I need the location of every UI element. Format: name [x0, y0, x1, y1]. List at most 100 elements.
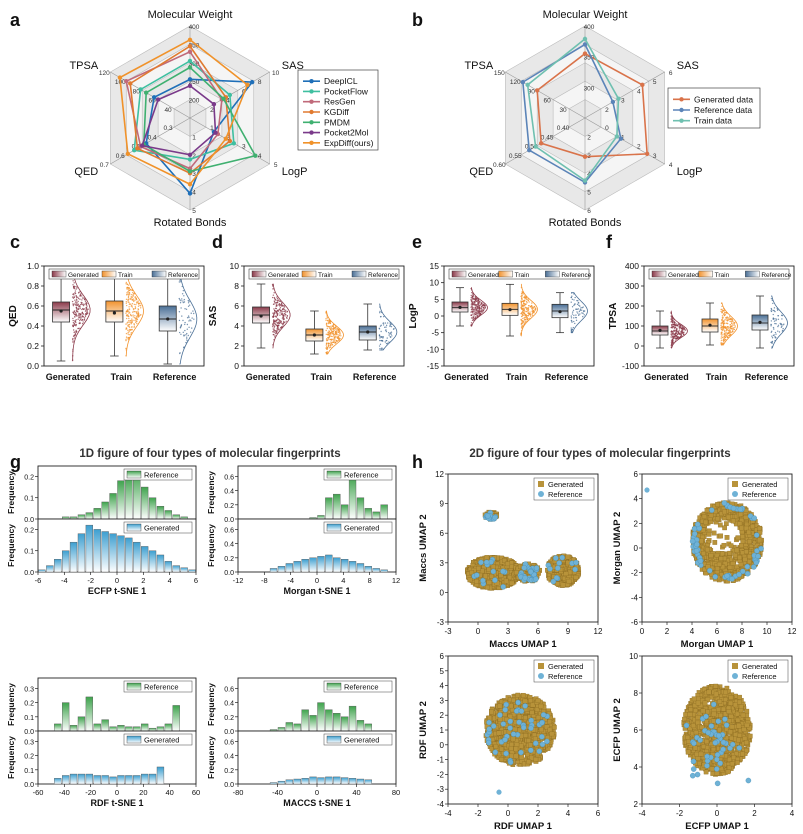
- legend-marker: [679, 118, 684, 123]
- violin-point: [770, 325, 772, 327]
- violin-point: [673, 342, 675, 344]
- violin-point: [334, 341, 337, 344]
- legend-label: DeepICL: [324, 76, 358, 86]
- violin-point: [770, 320, 773, 322]
- violin-point: [328, 330, 330, 332]
- violin-point: [724, 332, 726, 334]
- violin-point: [473, 315, 475, 317]
- violin-point: [135, 321, 137, 323]
- radar-tick-label: 200: [189, 98, 200, 105]
- violin-point: [128, 324, 130, 326]
- generated-point: [469, 570, 475, 575]
- box-mean: [708, 323, 712, 327]
- violin-point: [772, 313, 774, 316]
- violin-point: [721, 312, 723, 314]
- violin-point: [777, 330, 779, 332]
- violin-point: [731, 318, 733, 320]
- violin-point: [74, 290, 77, 292]
- radar-axis-label: LogP: [677, 166, 703, 178]
- violin-point: [674, 321, 676, 324]
- violin-point: [280, 320, 283, 323]
- violin-point: [72, 303, 75, 306]
- violin-point: [524, 314, 527, 316]
- radar-tick-label: 0.40: [557, 125, 570, 132]
- violin-point: [185, 341, 187, 344]
- violin-point: [335, 332, 337, 334]
- violin-point: [527, 307, 529, 309]
- violin-point: [724, 339, 726, 341]
- legend-swatch: [126, 735, 142, 744]
- violin-point: [770, 310, 772, 312]
- radar-axis-label: Rotated Bonds: [549, 217, 622, 229]
- violin-point: [523, 293, 525, 295]
- violin-point: [521, 294, 523, 296]
- violin-point: [178, 281, 181, 283]
- violin-point: [72, 317, 74, 320]
- radar-tick-label: 0.55: [509, 153, 522, 160]
- violin-point: [73, 335, 76, 337]
- legend-label: Train data: [694, 116, 732, 126]
- radar-spoke: [584, 71, 665, 119]
- violin-point: [776, 309, 779, 311]
- violin-point: [282, 322, 284, 325]
- violin-point: [83, 303, 85, 306]
- reference-point: [500, 584, 506, 590]
- x-tick-label: -8: [261, 576, 268, 585]
- violin-point: [325, 312, 328, 314]
- violin-point: [182, 289, 185, 292]
- violin-point: [280, 322, 283, 324]
- violin-point: [77, 327, 80, 330]
- generated-point: [740, 538, 746, 544]
- violin-point: [775, 323, 777, 325]
- y-tick-label: 0: [634, 341, 639, 351]
- violin-point: [125, 312, 127, 314]
- violin-point: [378, 345, 381, 347]
- y-tick-label: 0.6: [224, 686, 234, 693]
- violin-point: [728, 334, 730, 337]
- histogram-bar: [125, 726, 133, 732]
- violin-point: [391, 335, 393, 337]
- violin-point: [722, 313, 724, 315]
- histogram-bar: [317, 777, 325, 785]
- violin-point: [135, 311, 138, 313]
- violin-point: [72, 319, 74, 322]
- violin-point: [393, 328, 395, 330]
- violin-point: [573, 299, 575, 301]
- x-axis-label: Maccs UMAP 1: [489, 639, 557, 650]
- radar-point: [538, 141, 544, 146]
- violin-point: [79, 298, 81, 300]
- violin-point: [86, 308, 88, 311]
- violin-point: [523, 323, 525, 325]
- violin-point: [275, 301, 278, 304]
- generated-point: [560, 582, 566, 588]
- histogram-bar: [164, 561, 172, 573]
- violin-point: [533, 305, 536, 308]
- radar-point: [187, 182, 193, 187]
- violin-point: [280, 302, 283, 304]
- generated-point: [739, 542, 744, 548]
- violin-point: [575, 319, 578, 322]
- violin-outline: [325, 310, 344, 355]
- radar-spoke: [110, 71, 191, 119]
- y-tick-label: 0: [434, 311, 439, 321]
- radar-tick-label: 4: [258, 153, 262, 160]
- y-axis-label: Frequency: [206, 736, 216, 779]
- violin-point: [134, 307, 136, 310]
- generated-point: [474, 578, 479, 584]
- histogram-bar: [356, 778, 365, 785]
- violin-point: [771, 299, 774, 302]
- violin-point: [378, 334, 381, 336]
- violin-point: [525, 300, 528, 303]
- violin-point: [330, 341, 332, 343]
- violin-point: [721, 336, 724, 339]
- violin-point: [471, 310, 473, 313]
- violin-point: [674, 337, 677, 339]
- histogram-bar: [285, 563, 293, 573]
- legend-label: Train: [118, 272, 133, 279]
- violin-point: [678, 330, 680, 332]
- violin-point: [727, 326, 730, 328]
- violin-point: [577, 300, 579, 302]
- violin-point: [721, 321, 723, 324]
- violin-point: [726, 336, 729, 339]
- y-tick-label: 0.2: [224, 715, 234, 722]
